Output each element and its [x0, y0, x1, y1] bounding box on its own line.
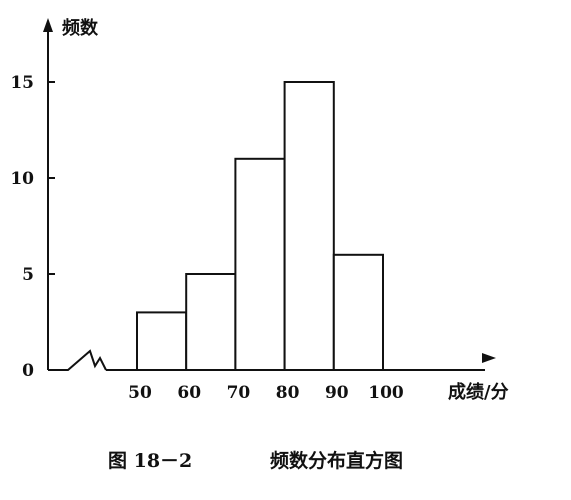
- y-tick-label-0: 0: [22, 361, 34, 381]
- x-tick-label-50: 50: [128, 383, 152, 403]
- x-axis-break-zigzag: [48, 349, 107, 371]
- x-axis-arrow: [482, 353, 496, 363]
- y-tick-label-10: 10: [10, 169, 34, 189]
- figure-number: 图 18－2: [108, 450, 192, 472]
- x-tick-label-90: 90: [325, 383, 349, 403]
- x-tick-label-80: 80: [276, 383, 300, 403]
- bars-group: [136, 81, 384, 371]
- bar-80-90: [283, 81, 335, 371]
- y-tick-label-15: 15: [10, 73, 34, 93]
- y-tick-label-5: 5: [22, 265, 34, 285]
- bar-50-60: [136, 311, 188, 371]
- figure-caption: 频数分布直方图: [270, 449, 403, 472]
- x-axis-label: 成绩/分: [448, 381, 509, 403]
- y-axis-label: 频数: [62, 17, 99, 39]
- x-ticks-group: 50 60 70 80 90 100: [128, 383, 404, 403]
- x-tick-label-100: 100: [368, 383, 404, 403]
- x-tick-label-70: 70: [227, 383, 251, 403]
- y-ticks-group: 0 5 10 15: [10, 73, 55, 381]
- bar-60-70: [185, 273, 237, 371]
- x-tick-label-60: 60: [177, 383, 201, 403]
- bar-70-80: [234, 157, 286, 371]
- bar-90-100: [332, 253, 384, 371]
- y-axis-arrow: [43, 18, 53, 32]
